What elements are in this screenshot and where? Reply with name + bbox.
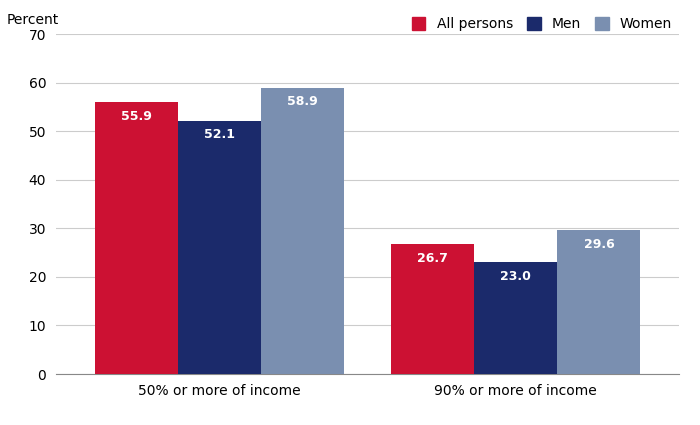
Bar bbox=[391, 244, 475, 374]
Bar bbox=[94, 102, 178, 374]
Text: 29.6: 29.6 bbox=[584, 238, 615, 250]
Bar bbox=[260, 88, 344, 374]
Text: 58.9: 58.9 bbox=[287, 95, 318, 108]
Text: Percent: Percent bbox=[6, 13, 58, 27]
Bar bbox=[557, 230, 640, 374]
Bar bbox=[475, 262, 557, 374]
Text: 52.1: 52.1 bbox=[204, 128, 234, 141]
Legend: All persons, Men, Women: All persons, Men, Women bbox=[412, 17, 672, 31]
Text: 26.7: 26.7 bbox=[417, 252, 448, 265]
Text: 55.9: 55.9 bbox=[120, 110, 151, 123]
Bar bbox=[178, 121, 260, 374]
Text: 23.0: 23.0 bbox=[500, 269, 531, 283]
